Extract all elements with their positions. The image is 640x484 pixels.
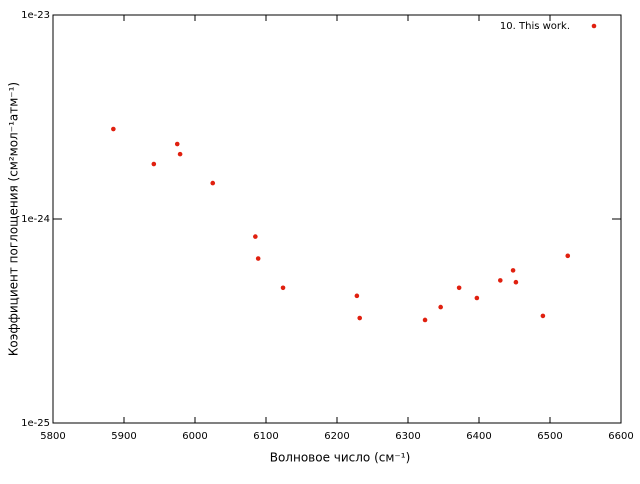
x-tick-label: 6500 [537,431,562,442]
data-point [456,285,462,291]
x-tick-label: 6600 [608,431,633,442]
data-point [354,293,360,299]
x-tick-label: 5800 [40,431,65,442]
data-point [174,141,180,147]
data-point [474,295,480,301]
legend-label: 10. This work. [500,21,570,32]
data-point [422,317,428,323]
data-point [151,161,157,167]
x-tick-label: 6200 [324,431,349,442]
y-axis-label: Коэффициент поглощения (см²мол⁻¹атм⁻¹) [7,82,21,356]
data-point [255,256,261,261]
x-tick-label: 6000 [182,431,207,442]
data-point [565,253,571,259]
y-tick-label: 1e-23 [21,10,50,21]
y-tick-label: 1e-25 [21,418,50,429]
data-point [111,126,116,132]
data-point [177,151,183,157]
legend-marker [591,23,597,29]
data-point [510,268,516,273]
x-axis-label: Волновое число (см⁻¹) [270,451,411,465]
x-tick-label: 5900 [111,431,136,442]
data-point [438,304,443,310]
data-point [498,278,503,283]
data-point [253,234,258,239]
data-point [513,279,519,285]
data-point [280,285,286,291]
data-point [540,313,546,319]
data-point [210,180,216,186]
plot-frame [52,14,622,424]
x-tick-label: 6300 [395,431,420,442]
data-point [357,315,363,321]
x-tick-label: 6100 [253,431,278,442]
x-tick-label: 6400 [466,431,491,442]
y-tick-label: 1e-24 [21,214,50,225]
